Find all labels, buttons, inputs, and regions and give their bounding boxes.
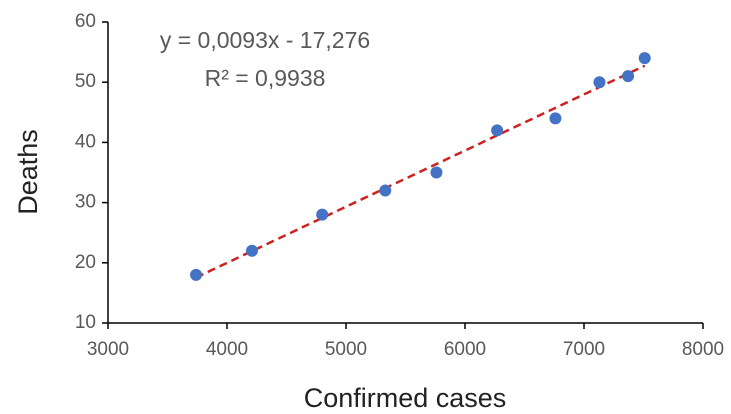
point — [593, 76, 606, 89]
point — [491, 124, 504, 137]
point — [245, 244, 258, 257]
y-tick-label: 40 — [75, 131, 96, 152]
point — [638, 52, 651, 65]
x-tick-label: 4000 — [206, 339, 248, 360]
point — [190, 268, 203, 281]
y-axis-title: Deaths — [13, 129, 43, 215]
x-tick-label: 5000 — [325, 339, 367, 360]
x-tick-label: 6000 — [444, 339, 486, 360]
trend-equation: y = 0,0093x - 17,276 — [160, 27, 370, 53]
x-tick-label: 7000 — [563, 339, 605, 360]
point — [430, 166, 443, 179]
y-tick-label: 20 — [75, 252, 96, 273]
x-tick-label: 3000 — [87, 339, 129, 360]
point — [549, 112, 562, 125]
y-tick-label: 10 — [75, 312, 96, 333]
x-axis-title: Confirmed cases — [304, 383, 507, 413]
y-tick-label: 50 — [75, 71, 96, 92]
point — [622, 70, 635, 83]
y-tick-label: 60 — [75, 11, 96, 32]
x-tick-label: 8000 — [682, 339, 724, 360]
point — [379, 184, 392, 197]
point — [316, 208, 329, 221]
r-squared: R² = 0,9938 — [205, 65, 326, 91]
y-tick-label: 30 — [75, 192, 96, 213]
trendline — [195, 64, 646, 279]
